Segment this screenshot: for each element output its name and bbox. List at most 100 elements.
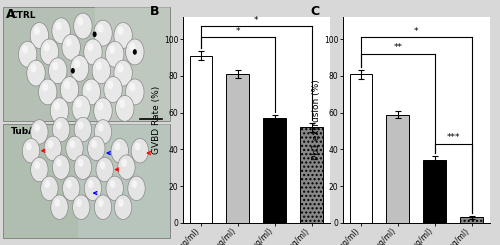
Circle shape <box>48 58 67 84</box>
Circle shape <box>109 45 115 54</box>
Circle shape <box>94 20 112 46</box>
Circle shape <box>50 98 68 124</box>
Circle shape <box>52 18 70 44</box>
Circle shape <box>78 17 84 25</box>
Circle shape <box>118 26 124 35</box>
Circle shape <box>104 77 122 102</box>
Text: *: * <box>236 27 240 36</box>
Circle shape <box>70 140 75 148</box>
Circle shape <box>114 195 132 220</box>
Circle shape <box>26 143 32 150</box>
Circle shape <box>88 43 94 51</box>
Circle shape <box>94 195 112 220</box>
Text: TubA: TubA <box>11 127 36 136</box>
Circle shape <box>108 81 114 89</box>
Circle shape <box>30 157 48 182</box>
Circle shape <box>92 31 96 37</box>
Y-axis label: GVBD Rate (%): GVBD Rate (%) <box>152 86 161 154</box>
Circle shape <box>110 180 116 188</box>
Circle shape <box>130 83 136 91</box>
Circle shape <box>126 39 144 65</box>
Circle shape <box>52 62 59 70</box>
Circle shape <box>18 41 37 67</box>
Circle shape <box>92 140 97 148</box>
Circle shape <box>98 24 103 33</box>
Circle shape <box>122 159 127 167</box>
Circle shape <box>54 102 60 110</box>
Circle shape <box>60 77 78 102</box>
Text: **: ** <box>394 43 402 52</box>
Circle shape <box>22 138 40 163</box>
Circle shape <box>118 199 124 207</box>
Circle shape <box>40 176 58 201</box>
Circle shape <box>133 49 137 55</box>
Circle shape <box>40 39 58 65</box>
Circle shape <box>96 62 102 70</box>
Circle shape <box>66 38 71 47</box>
Circle shape <box>42 83 48 91</box>
Circle shape <box>114 23 132 49</box>
Circle shape <box>22 45 28 54</box>
Circle shape <box>70 55 89 81</box>
Circle shape <box>50 195 68 220</box>
Circle shape <box>118 155 135 179</box>
Circle shape <box>86 83 92 91</box>
Circle shape <box>96 157 114 182</box>
Circle shape <box>119 99 126 108</box>
Bar <box>264 118 286 223</box>
Circle shape <box>132 180 137 188</box>
Circle shape <box>64 81 70 89</box>
Circle shape <box>116 96 134 121</box>
Circle shape <box>92 58 110 84</box>
Circle shape <box>94 98 112 124</box>
Circle shape <box>98 102 103 110</box>
Polygon shape <box>94 7 170 121</box>
Circle shape <box>126 79 144 105</box>
Circle shape <box>34 26 40 35</box>
Y-axis label: Pb1 extrusion (%): Pb1 extrusion (%) <box>312 80 321 160</box>
Circle shape <box>74 117 92 142</box>
Circle shape <box>78 121 84 129</box>
Circle shape <box>44 43 50 51</box>
Circle shape <box>74 155 92 179</box>
Bar <box>424 160 446 223</box>
Circle shape <box>54 199 60 207</box>
Bar <box>2 7 170 121</box>
Circle shape <box>88 136 105 161</box>
Circle shape <box>56 121 62 129</box>
Circle shape <box>74 60 80 68</box>
Circle shape <box>72 96 90 121</box>
Circle shape <box>52 117 70 142</box>
Circle shape <box>56 22 62 30</box>
Bar <box>386 115 409 223</box>
Bar <box>2 124 170 238</box>
Circle shape <box>66 180 72 188</box>
Circle shape <box>76 99 82 108</box>
Circle shape <box>74 13 92 39</box>
Circle shape <box>44 180 50 188</box>
Circle shape <box>34 124 40 132</box>
Circle shape <box>84 176 102 201</box>
Circle shape <box>30 120 48 144</box>
Circle shape <box>71 68 75 74</box>
Circle shape <box>56 159 62 167</box>
Circle shape <box>44 136 62 161</box>
Circle shape <box>62 176 80 201</box>
Bar <box>300 127 323 223</box>
Circle shape <box>82 79 100 105</box>
Bar <box>226 74 249 223</box>
Circle shape <box>130 43 136 51</box>
Circle shape <box>94 120 112 144</box>
Text: *: * <box>414 27 418 36</box>
Circle shape <box>114 143 120 150</box>
Circle shape <box>128 176 145 201</box>
Bar <box>190 56 212 223</box>
Circle shape <box>131 138 148 163</box>
Text: CTRL: CTRL <box>11 11 36 20</box>
Circle shape <box>100 161 105 169</box>
Circle shape <box>76 199 82 207</box>
Circle shape <box>111 138 128 163</box>
Text: *: * <box>254 16 258 25</box>
Bar <box>350 74 372 223</box>
Circle shape <box>38 79 57 105</box>
